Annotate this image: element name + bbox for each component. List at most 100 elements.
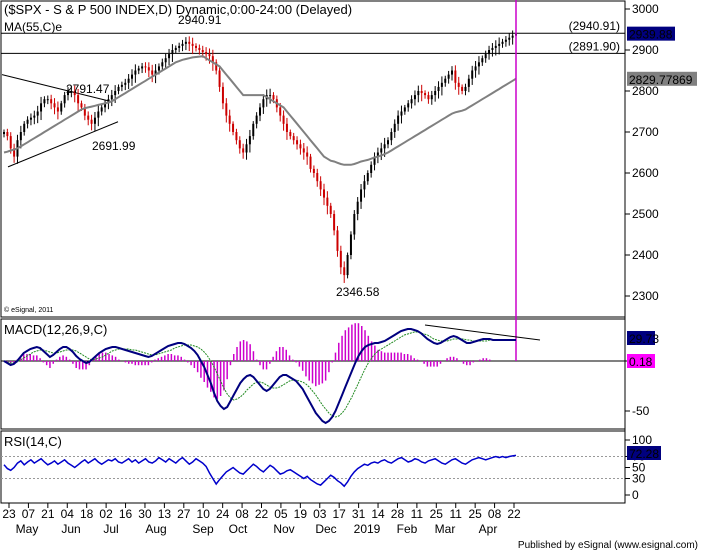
price-tick-label: 2300: [632, 289, 659, 303]
candle-body: [141, 66, 144, 69]
candle-body: [336, 230, 339, 251]
x-month-label: May: [16, 522, 39, 536]
candle-body: [440, 82, 443, 87]
price-annotation: 2346.58: [336, 285, 380, 299]
candle-body: [33, 115, 36, 118]
candle-body: [255, 115, 258, 124]
price-annotation: 2791.47: [66, 82, 110, 96]
histogram-value-tag-box: [627, 354, 655, 368]
candle-body: [67, 91, 69, 96]
candle-body: [491, 47, 494, 50]
candle-body: [144, 66, 147, 68]
candle-body: [387, 140, 389, 145]
candle-body: [201, 50, 204, 53]
candle-body: [157, 66, 160, 71]
price-value-tag-box: [627, 71, 697, 86]
candle-body: [215, 62, 218, 71]
macd-histogram: [6, 0, 517, 399]
candle-body: [232, 123, 235, 132]
x-day-label: 22: [255, 507, 269, 521]
candle-body: [90, 119, 93, 124]
price-tick-label: 3000: [632, 2, 659, 16]
x-day-label: 28: [391, 507, 405, 521]
candle-body: [93, 117, 96, 124]
candle-body: [420, 91, 423, 94]
price-tick-label: 2900: [632, 43, 659, 57]
rsi-label: RSI(14,C): [4, 434, 62, 449]
candle-body: [299, 144, 302, 149]
x-day-label: 21: [41, 507, 55, 521]
rsi-line: [3, 454, 517, 488]
candle-body: [370, 164, 373, 173]
candle-body: [242, 148, 245, 153]
x-month-label: Apr: [479, 522, 498, 536]
candle-body: [329, 205, 332, 214]
candle-body: [178, 45, 181, 48]
rsi-grid: [1, 456, 625, 479]
candle-body: [23, 123, 26, 132]
candle-body: [282, 115, 285, 124]
x-day-label: 14: [371, 507, 385, 521]
candle-body: [302, 148, 305, 153]
signal-line: [3, 331, 513, 418]
candle-body: [228, 115, 231, 124]
candle-body: [393, 123, 396, 132]
x-month-label: Jul: [103, 522, 118, 536]
candle-body: [235, 132, 238, 141]
candle-body: [171, 50, 174, 55]
price-tick-label: 2600: [632, 166, 659, 180]
trendline-lower: [7, 121, 119, 168]
candle-body: [373, 156, 376, 165]
price-value-tag-label: 2939.88: [629, 28, 673, 42]
copyright-label: © eSignal, 2011: [4, 306, 54, 314]
price-annotations: 2940.91 2791.47 2691.99 2346.58: [66, 13, 380, 299]
candle-body: [225, 103, 228, 116]
x-day-label: 04: [61, 507, 75, 521]
candle-body: [181, 43, 184, 46]
candle-body: [390, 132, 393, 141]
x-month-label: Feb: [397, 522, 418, 536]
candle-body: [498, 43, 501, 46]
x-day-label: 17: [333, 507, 347, 521]
candle-body: [56, 107, 59, 112]
price-value-tag-label: 2829.77869: [629, 73, 693, 87]
candle-body: [29, 117, 32, 120]
candle-body: [174, 47, 177, 50]
candle-body: [259, 107, 261, 116]
histogram-value-tag-label: 0.18: [629, 355, 653, 369]
candle-body: [454, 70, 457, 83]
candle-body: [413, 95, 416, 100]
candle-body: [319, 181, 322, 190]
candle-body: [218, 70, 221, 87]
candle-body: [73, 91, 76, 96]
ma-label: MA(55,C)e: [4, 20, 62, 34]
candle-body: [124, 82, 127, 85]
price-annotation: 2691.99: [92, 139, 136, 153]
x-month-label: Oct: [229, 522, 248, 536]
candle-body: [326, 197, 329, 206]
price-tick-label: 2400: [632, 248, 659, 262]
macd-value-tag-label: 29.73: [629, 332, 659, 346]
candle-body: [168, 54, 171, 59]
candle-body: [43, 99, 46, 104]
credit-label: Published by eSignal (www.esignal.com): [518, 540, 698, 551]
candle-body: [114, 91, 117, 96]
candle-body: [461, 86, 464, 91]
x-day-label: 18: [80, 507, 94, 521]
candle-body: [434, 91, 437, 96]
x-month-label: Jun: [61, 522, 80, 536]
candle-body: [289, 132, 292, 137]
candle-body: [77, 95, 80, 104]
resistance-line-label: (2891.90): [569, 39, 620, 53]
x-month-label: Nov: [273, 522, 294, 536]
candle-body: [447, 74, 450, 79]
candle-body: [292, 136, 295, 141]
x-month-label: 2019: [354, 522, 381, 536]
candle-body: [53, 103, 56, 108]
candle-body: [154, 70, 157, 75]
x-day-label: 24: [216, 507, 230, 521]
candle-body: [471, 70, 474, 79]
candle-body: [40, 103, 43, 112]
